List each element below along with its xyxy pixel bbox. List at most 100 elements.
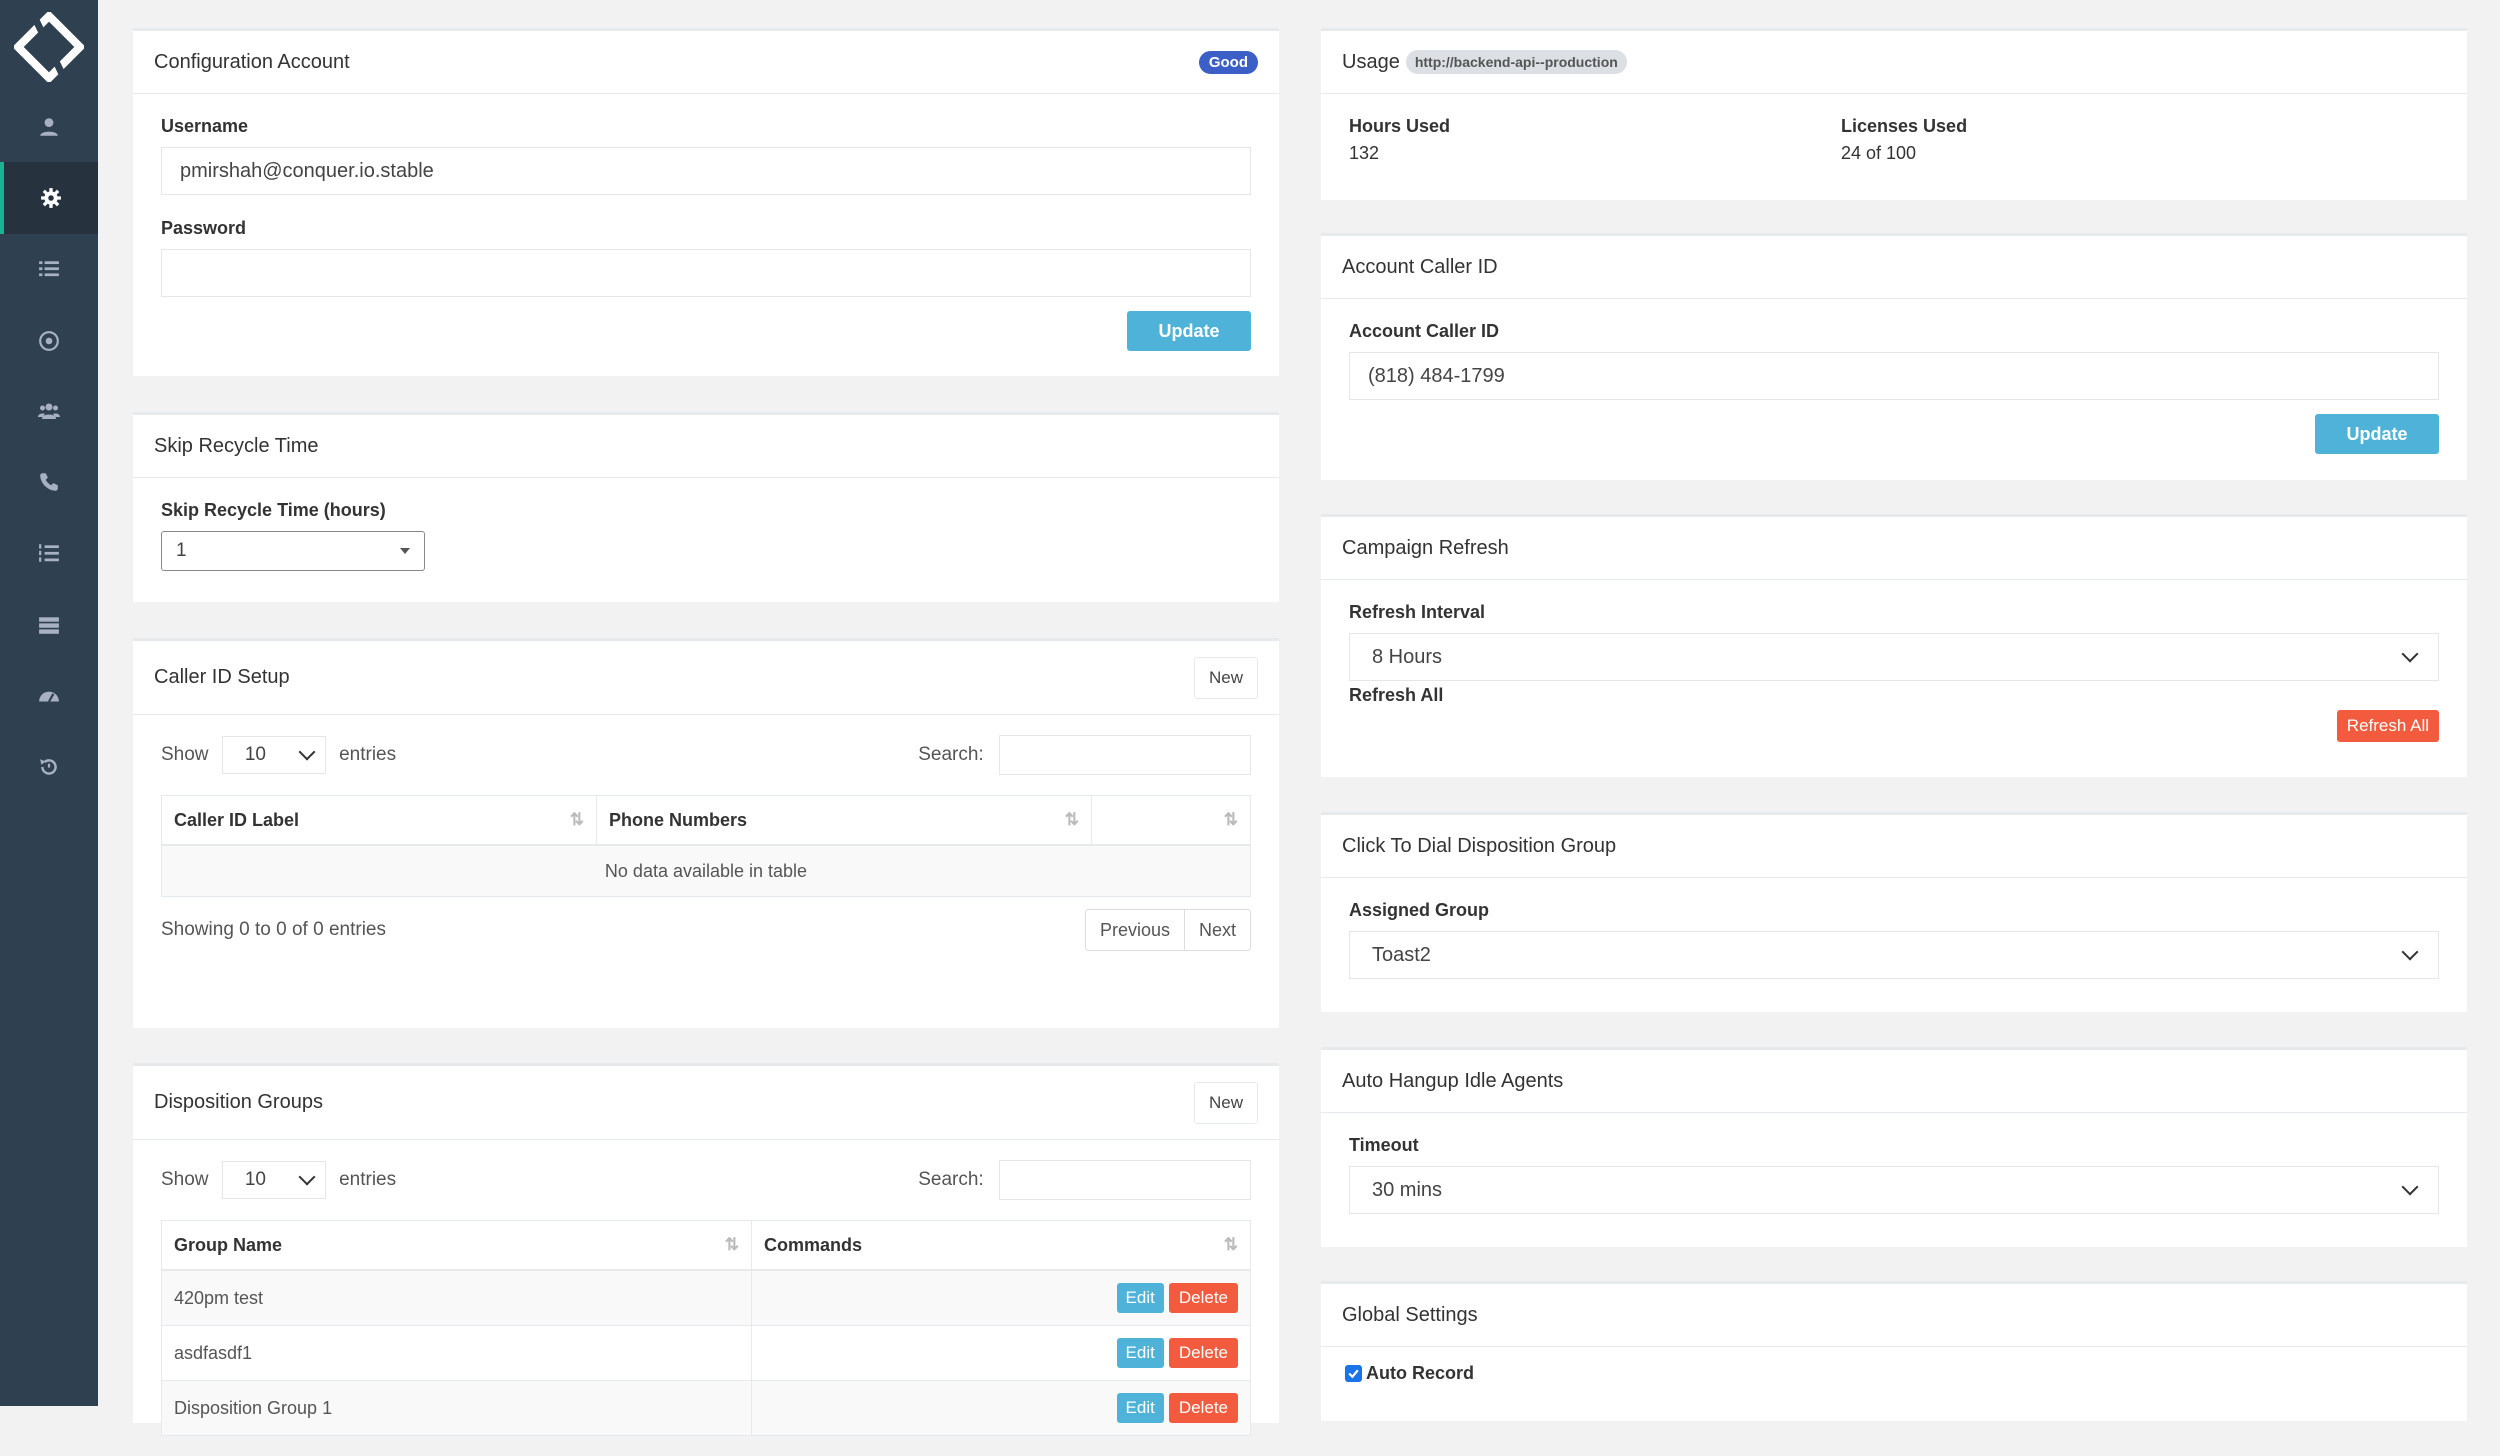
skip-recycle-value: 1 [176, 540, 187, 561]
account-caller-id-label: Account Caller ID [1349, 321, 1500, 341]
entries-value: 10 [244, 744, 266, 765]
panel-title: Usage [1342, 50, 1400, 73]
delete-button[interactable]: Delete [1168, 1393, 1238, 1423]
assigned-group-select[interactable]: Toast2 [1349, 931, 2439, 979]
environment-url-pill: http://backend-api--production [1405, 50, 1627, 74]
edit-button[interactable]: Edit [1116, 1283, 1164, 1313]
panel-title: Account Caller ID [1342, 255, 1498, 278]
password-label: Password [161, 218, 247, 238]
new-caller-id-button[interactable]: New [1193, 656, 1258, 699]
click-to-dial-panel: Click To Dial Disposition Group Assigned… [1321, 812, 2467, 1012]
nav-ordered-list-icon[interactable] [0, 517, 98, 589]
update-button[interactable]: Update [2315, 414, 2439, 454]
edit-button[interactable]: Edit [1116, 1393, 1164, 1423]
ordered-list-icon [39, 544, 59, 562]
timeout-label: Timeout [1349, 1135, 1419, 1155]
panel-header: Usage http://backend-api--production [1321, 31, 2467, 94]
phone-icon [40, 473, 58, 491]
panel-header: Caller ID Setup New [133, 641, 1279, 715]
group-name: Disposition Group 1 [161, 1380, 752, 1436]
target-icon [39, 331, 59, 351]
sort-icon: ⇅ [724, 1235, 739, 1254]
panel-header: Disposition Groups New [133, 1066, 1279, 1140]
nav-users-icon[interactable] [0, 375, 98, 447]
refresh-all-label: Refresh All [1349, 685, 1444, 705]
update-button[interactable]: Update [1127, 311, 1251, 351]
nav-list-icon[interactable] [0, 233, 98, 305]
account-caller-id-input[interactable]: (818) 484-1799 [1349, 352, 2439, 400]
column-header[interactable]: Caller ID Label ⇅ [161, 795, 597, 846]
username-input[interactable]: pmirshah@conquer.io.stable [161, 147, 1251, 195]
skip-recycle-select[interactable]: 1 [161, 531, 425, 571]
column-header[interactable]: Commands ⇅ [751, 1220, 1251, 1271]
assigned-group-value: Toast2 [1372, 943, 1431, 966]
hours-used-value: 132 [1349, 143, 1380, 163]
nav-history-icon[interactable] [0, 731, 98, 803]
search-label: Search: [918, 744, 984, 766]
gear-icon [41, 188, 61, 208]
disposition-groups-table: Group Name ⇅ Commands ⇅ 420pm test Edit De… [161, 1220, 1251, 1436]
next-button[interactable]: Next [1183, 910, 1250, 950]
user-icon [40, 118, 58, 136]
timeout-value: 30 mins [1372, 1178, 1443, 1201]
caller-id-setup-panel: Caller ID Setup New Show 10 entries Sear… [133, 638, 1279, 1028]
column-header[interactable]: ⇅ [1091, 795, 1251, 846]
history-icon [40, 759, 57, 775]
password-input[interactable] [161, 249, 1251, 297]
table-info: Showing 0 to 0 of 0 entries [161, 919, 386, 940]
global-settings-panel: Global Settings Auto Record [1321, 1281, 2467, 1421]
panel-header: Campaign Refresh [1321, 517, 2467, 580]
nav-phone-icon[interactable] [0, 446, 98, 518]
users-icon [38, 403, 60, 419]
entries-select[interactable]: 10 [221, 736, 326, 774]
search-input[interactable] [999, 735, 1251, 775]
entries-value: 10 [244, 1169, 266, 1190]
previous-button[interactable]: Previous [1099, 919, 1170, 940]
nav-target-icon[interactable] [0, 305, 98, 377]
panel-title: Campaign Refresh [1342, 536, 1509, 559]
column-header[interactable]: Group Name ⇅ [161, 1220, 752, 1271]
timeout-select[interactable]: 30 mins [1349, 1166, 2439, 1214]
server-icon [39, 617, 59, 634]
list-icon [39, 261, 59, 277]
nav-user-icon[interactable] [0, 91, 98, 163]
hours-used-label: Hours Used [1349, 116, 1451, 136]
panel-header: Auto Hangup Idle Agents [1321, 1050, 2467, 1113]
search-input[interactable] [999, 1160, 1251, 1200]
caller-id-table: Caller ID Label ⇅ Phone Numbers ⇅ ⇅ No dat… [161, 795, 1251, 897]
refresh-interval-select[interactable]: 8 Hours [1349, 633, 2439, 681]
show-label: Show [161, 1169, 209, 1190]
panel-header: Configuration Account Good [133, 31, 1279, 94]
entries-label: entries [339, 744, 397, 765]
panel-header: Account Caller ID [1321, 236, 2467, 299]
table-row: 420pm test Edit Delete [161, 1269, 1251, 1326]
nav-dashboard-icon[interactable] [0, 660, 98, 732]
usage-panel: Usage http://backend-api--production Hou… [1321, 28, 2467, 200]
panel-title: Global Settings [1342, 1303, 1478, 1326]
panel-header: Global Settings [1321, 1284, 2467, 1347]
auto-record-checkbox[interactable] [1345, 1365, 1362, 1382]
refresh-interval-value: 8 Hours [1372, 645, 1443, 668]
delete-button[interactable]: Delete [1168, 1338, 1238, 1368]
delete-button[interactable]: Delete [1168, 1283, 1238, 1313]
panel-title: Caller ID Setup [154, 666, 290, 688]
assigned-group-label: Assigned Group [1349, 900, 1490, 920]
nav-settings-icon[interactable] [0, 162, 98, 234]
panel-header: Skip Recycle Time [133, 415, 1279, 478]
new-disposition-group-button[interactable]: New [1193, 1081, 1258, 1124]
chevron-down-icon [2401, 645, 2419, 663]
auto-hangup-panel: Auto Hangup Idle Agents Timeout 30 mins [1321, 1047, 2467, 1247]
group-name: 420pm test [161, 1269, 752, 1326]
edit-button[interactable]: Edit [1116, 1338, 1164, 1368]
chevron-down-icon [298, 1168, 316, 1186]
panel-title: Click To Dial Disposition Group [1342, 834, 1617, 857]
panel-title: Configuration Account [154, 50, 350, 73]
logo-icon[interactable] [12, 10, 86, 84]
refresh-all-button[interactable]: Refresh All [2336, 710, 2439, 742]
entries-select[interactable]: 10 [221, 1161, 326, 1199]
nav-server-icon[interactable] [0, 589, 98, 661]
panel-title: Skip Recycle Time [154, 434, 319, 457]
panel-header: Click To Dial Disposition Group [1321, 815, 2467, 878]
column-header[interactable]: Phone Numbers ⇅ [596, 795, 1092, 846]
sort-icon: ⇅ [1223, 1235, 1238, 1254]
